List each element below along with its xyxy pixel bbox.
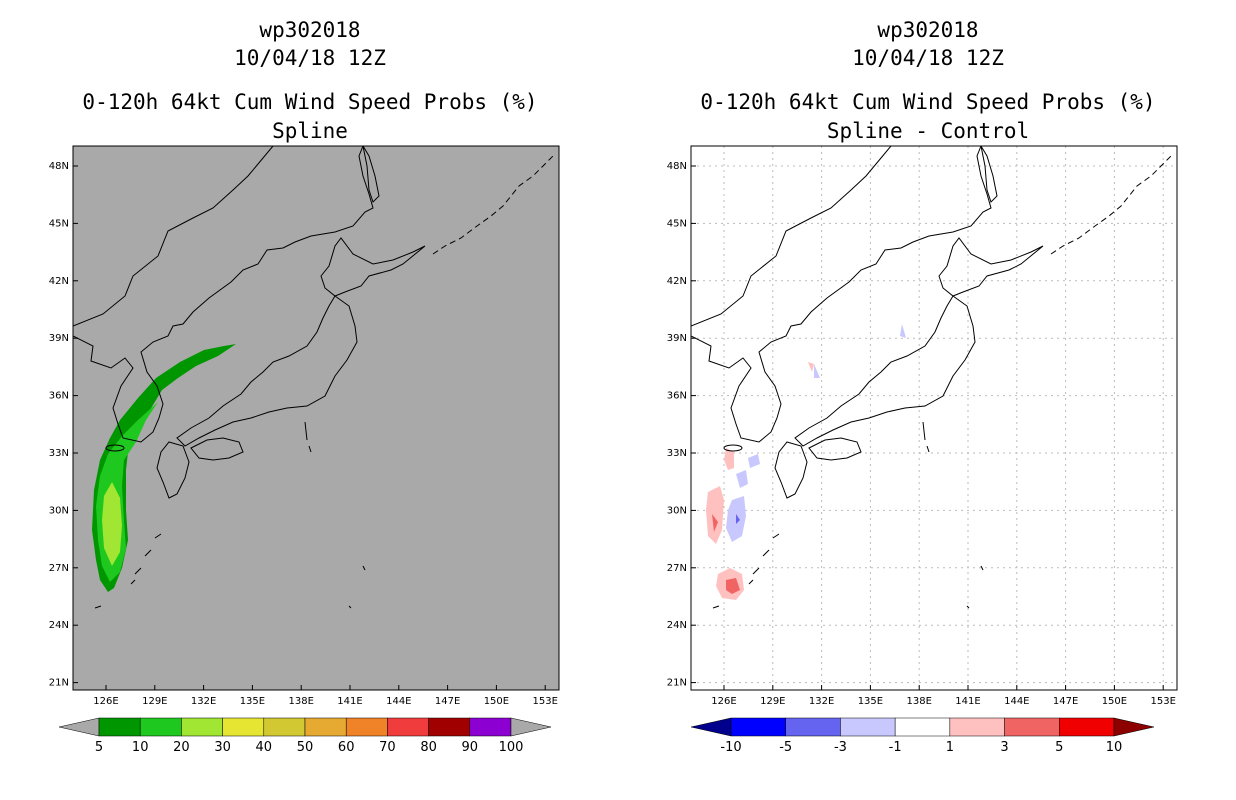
colorbar-high-arrow <box>510 717 552 737</box>
colorbar-label: 50 <box>297 740 314 755</box>
left-title-storm: wp302018 <box>259 18 361 42</box>
right-title-subtitle: Spline - Control <box>826 119 1030 143</box>
lon-tick-label: 129E <box>142 696 167 707</box>
left-map-background <box>73 146 559 690</box>
lat-tick-label: 24N <box>49 620 69 631</box>
left-map-content <box>73 146 554 609</box>
colorbar-label: 90 <box>462 740 479 755</box>
lat-tick-label: 30N <box>49 505 69 516</box>
colorbar-label: 100 <box>499 740 524 755</box>
colorbar-segment <box>345 717 388 737</box>
lon-tick-label: 144E <box>386 696 411 707</box>
lon-tick-label: 135E <box>240 696 265 707</box>
colorbar-label: 20 <box>173 740 190 755</box>
lon-tick-label: 150E <box>484 696 509 707</box>
lat-tick-label: 45N <box>49 218 69 229</box>
colorbar-low-arrow <box>58 717 100 737</box>
colorbar-segment <box>304 717 347 737</box>
lon-tick-label: 132E <box>191 696 216 707</box>
right-title-datetime: 10/04/18 12Z <box>852 46 1004 70</box>
colorbar-label: 5 <box>95 740 103 755</box>
lat-tick-label: 48N <box>49 161 69 172</box>
left-title-product: 0-120h 64kt Cum Wind Speed Probs (%) <box>82 90 538 114</box>
lat-tick-label: 42N <box>49 276 69 287</box>
lat-tick-label: 33N <box>49 448 69 459</box>
colorbar-label: 80 <box>420 740 437 755</box>
lon-tick-label: 126E <box>93 696 118 707</box>
lat-tick-label: 21N <box>49 678 69 689</box>
lat-tick-label: 36N <box>49 391 69 402</box>
colorbar-label: 40 <box>256 740 273 755</box>
right-title-storm: wp302018 <box>877 18 979 42</box>
prob-20-shade <box>102 482 122 566</box>
colorbar-label: 30 <box>214 740 231 755</box>
left-title-datetime: 10/04/18 12Z <box>234 46 386 70</box>
colorbar-segment <box>181 717 223 737</box>
left-axis-ticks: 126E 129E 132E 135E 138E 141E 144E 147E 150E 153E… <box>49 161 558 707</box>
colorbar-segment <box>469 717 512 737</box>
right-title-product: 0-120h 64kt Cum Wind Speed Probs (%) <box>700 90 1156 114</box>
lon-tick-label: 138E <box>288 696 313 707</box>
colorbar-segment <box>139 717 182 737</box>
colorbar-segment <box>222 717 265 737</box>
colorbar-segment <box>387 717 429 737</box>
colorbar-label: 60 <box>338 740 355 755</box>
colorbar-segment <box>428 717 471 737</box>
lat-tick-label: 39N <box>49 333 69 344</box>
lon-tick-label: 147E <box>435 696 460 707</box>
lat-tick-label: 27N <box>49 563 69 574</box>
colorbar-label: 70 <box>379 740 396 755</box>
left-title-subtitle: Spline <box>272 119 348 143</box>
lon-tick-label: 141E <box>337 696 362 707</box>
lon-tick-label: 153E <box>532 696 557 707</box>
colorbar-label: 10 <box>132 740 149 755</box>
colorbar-segment <box>98 717 141 737</box>
left-colorbar: 5 10 20 30 40 50 60 70 80 90 100 <box>58 717 552 755</box>
colorbar-segment <box>263 717 306 737</box>
